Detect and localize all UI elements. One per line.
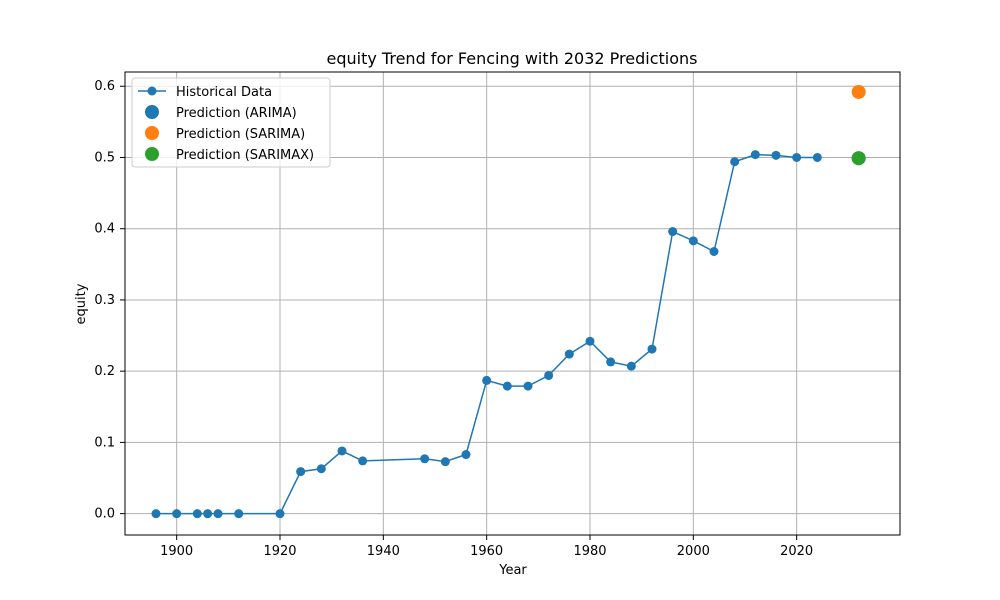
historical-data-point <box>482 375 492 385</box>
historical-data-point <box>213 509 223 519</box>
chart-title: equity Trend for Fencing with 2032 Predi… <box>327 49 698 68</box>
historical-data-point <box>151 509 161 519</box>
x-tick-label: 2000 <box>677 544 710 559</box>
historical-data-point <box>420 454 430 464</box>
historical-data-point <box>792 152 802 162</box>
legend-box <box>131 77 331 168</box>
historical-data-point <box>771 150 781 160</box>
axes <box>124 71 901 536</box>
historical-data-point <box>440 457 450 467</box>
legend-marker-swatch <box>147 86 157 96</box>
x-tick-label: 1960 <box>470 544 503 559</box>
legend-marker-swatch <box>145 126 159 140</box>
legend-item: Prediction (SARIMA) <box>145 126 305 142</box>
historical-data-point <box>523 381 533 391</box>
y-tick-label: 0.1 <box>94 435 115 450</box>
historical-data-point <box>564 349 574 359</box>
historical-data-point <box>606 357 616 367</box>
x-tick-label: 1920 <box>263 544 296 559</box>
historical-data-point <box>192 509 202 519</box>
historical-data-point <box>316 464 326 474</box>
y-tick-label: 0.5 <box>94 150 115 165</box>
historical-data-point <box>688 236 698 246</box>
y-tick-label: 0.3 <box>94 293 115 308</box>
series-0 <box>151 150 822 519</box>
legend-item: Historical Data <box>138 85 272 100</box>
historical-data-point <box>812 152 822 162</box>
historical-data-point <box>709 247 719 257</box>
legend-marker-swatch <box>145 105 159 119</box>
y-axis-label: equity <box>74 283 89 324</box>
prediction-point <box>851 151 866 166</box>
historical-data-point <box>296 467 306 477</box>
x-axis-label: Year <box>498 563 527 578</box>
historical-data-point <box>730 157 740 167</box>
x-tick-label: 1900 <box>160 544 193 559</box>
series-3 <box>851 151 866 166</box>
historical-data-point <box>234 509 244 519</box>
legend: Historical Data Prediction (ARIMA) Predict… <box>131 77 331 168</box>
y-tick-label: 0.6 <box>94 79 115 94</box>
historical-data-point <box>275 509 285 519</box>
legend-label: Prediction (SARIMAX) <box>176 148 314 163</box>
historical-data-point <box>358 456 368 466</box>
historical-data-point <box>337 446 347 456</box>
y-tick-label: 0.4 <box>94 222 115 237</box>
y-tick-label: 0.0 <box>94 507 115 522</box>
historical-data-point <box>544 370 554 380</box>
y-tick-label: 0.2 <box>94 364 115 379</box>
series-layer <box>151 84 866 519</box>
x-tick-label: 2020 <box>780 544 813 559</box>
legend-label: Prediction (ARIMA) <box>176 106 297 121</box>
historical-data-point <box>203 509 213 519</box>
x-tick-label: 1940 <box>367 544 400 559</box>
plot-frame <box>124 71 901 536</box>
series-2 <box>851 84 866 99</box>
legend-marker-swatch <box>145 147 159 161</box>
historical-data-point <box>668 227 678 237</box>
historical-data-point <box>172 509 182 519</box>
legend-item: Prediction (SARIMAX) <box>145 147 314 163</box>
legend-label: Prediction (SARIMA) <box>176 127 305 142</box>
x-tick-label: 1980 <box>573 544 606 559</box>
historical-data-point <box>647 344 657 354</box>
prediction-point <box>851 84 866 99</box>
ticks: 1900 1920 1940 1960 1980 2000 2020 0.0 0.1 0.2 0.3… <box>94 79 813 559</box>
legend-label: Historical Data <box>176 85 272 100</box>
historical-data-point <box>750 150 760 160</box>
historical-data-point <box>585 336 595 346</box>
legend-item: Prediction (ARIMA) <box>145 105 297 121</box>
historical-data-point <box>626 361 636 371</box>
grid <box>125 72 900 535</box>
historical-data-point <box>461 450 471 460</box>
historical-data-point <box>502 381 512 391</box>
